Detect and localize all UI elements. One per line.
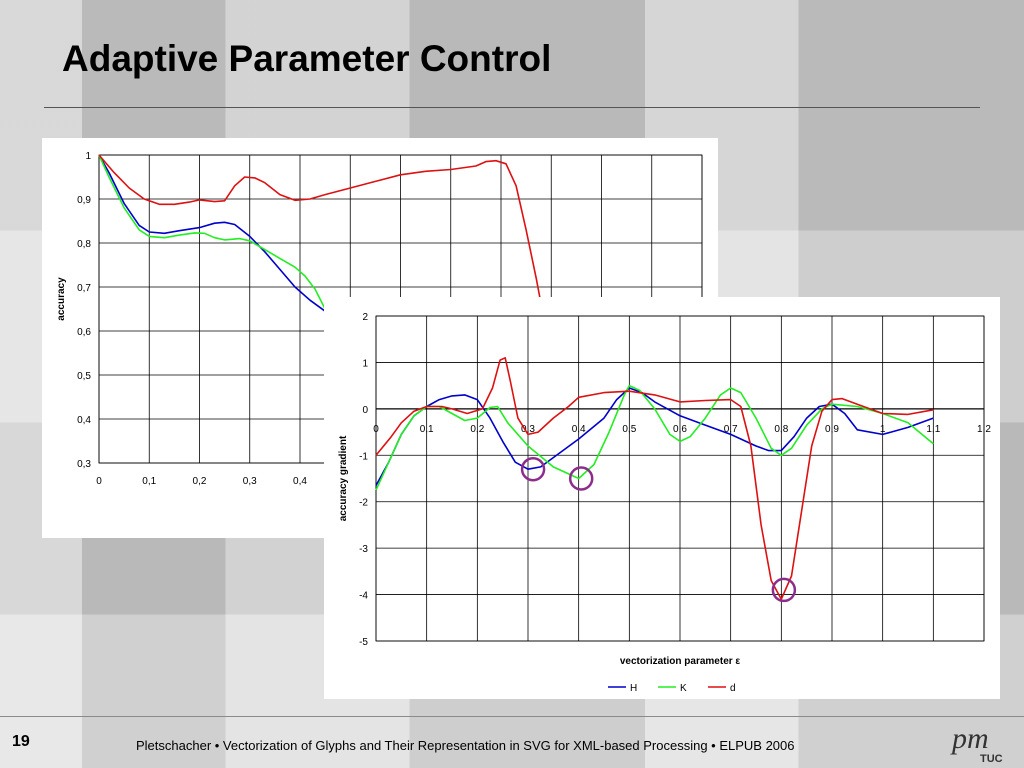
x-tick-label: 0,6 bbox=[673, 424, 687, 435]
y-tick-label: 0 bbox=[362, 405, 368, 416]
x-tick-label: 0,3 bbox=[521, 424, 535, 435]
x-axis-label: vectorization parameter ε bbox=[620, 656, 741, 667]
y-tick-label: -5 bbox=[359, 637, 368, 648]
x-tick-label: 0,4 bbox=[572, 424, 586, 435]
y-tick-label: 0,6 bbox=[77, 327, 91, 338]
y-tick-label: 0,9 bbox=[77, 195, 91, 206]
legend-label-K: K bbox=[680, 683, 687, 694]
y-tick-label: -1 bbox=[359, 451, 368, 462]
series-line-K bbox=[375, 384, 934, 491]
x-tick-label: 0,2 bbox=[193, 476, 207, 487]
highlight-circle-marker bbox=[568, 466, 594, 491]
y-tick-label: 0,4 bbox=[77, 415, 91, 426]
footer-divider bbox=[0, 716, 1024, 717]
series-line-H bbox=[98, 154, 326, 312]
y-axis-label: accuracy gradient bbox=[338, 435, 349, 521]
x-tick-label: 0,3 bbox=[243, 476, 257, 487]
x-tick-label: 0,1 bbox=[142, 476, 156, 487]
x-tick-label: 0,7 bbox=[724, 424, 738, 435]
x-tick-label: 0,9 bbox=[825, 424, 839, 435]
x-tick-label: 0 bbox=[96, 476, 102, 487]
x-tick-label: 0,2 bbox=[470, 424, 484, 435]
y-tick-label: 0,5 bbox=[77, 371, 91, 382]
pm-tuc-logo: pm TUC bbox=[950, 722, 1003, 764]
x-tick-label: 0,8 bbox=[774, 424, 788, 435]
y-tick-label: 0,3 bbox=[77, 459, 91, 470]
logo-text: pm bbox=[950, 722, 989, 755]
plot-area-border bbox=[375, 315, 985, 642]
y-tick-label: 2 bbox=[362, 312, 368, 323]
x-tick-label: 1,1 bbox=[926, 424, 940, 435]
x-tick-label: 1 bbox=[880, 424, 886, 435]
y-axis-label: accuracy bbox=[56, 277, 67, 321]
y-tick-label: -3 bbox=[359, 544, 368, 555]
series-line-K bbox=[98, 154, 326, 310]
highlight-circle-marker bbox=[771, 577, 797, 603]
series-line-d bbox=[375, 356, 934, 601]
y-tick-label: 0,8 bbox=[77, 239, 91, 250]
title-divider bbox=[44, 107, 980, 108]
x-tick-label: 0,1 bbox=[420, 424, 434, 435]
y-tick-label: 1 bbox=[362, 358, 368, 369]
gradient-chart-panel: -5 -4 -3 -2 -1 0 1 2 0 0,1 0,2 0,3 0,4 0,5 0,6 0,7 0,8 0,… bbox=[324, 297, 1000, 699]
legend-label-d: d bbox=[730, 683, 736, 694]
highlight-circle-marker bbox=[520, 456, 546, 482]
page-number: 19 bbox=[12, 733, 30, 750]
x-tick-label: 1,2 bbox=[977, 424, 991, 435]
y-tick-label: 1 bbox=[85, 151, 91, 162]
legend-label-H: H bbox=[630, 683, 637, 694]
y-tick-label: -4 bbox=[359, 591, 368, 602]
y-tick-label: -2 bbox=[359, 498, 368, 509]
logo-subtext: TUC bbox=[980, 753, 1003, 764]
y-tick-label: 0,7 bbox=[77, 283, 91, 294]
x-tick-label: 0,4 bbox=[293, 476, 307, 487]
gradient-chart: -5 -4 -3 -2 -1 0 1 2 0 0,1 0,2 0,3 0,4 0,5 0,6 0,7 0,8 0,… bbox=[338, 312, 991, 694]
x-tick-label: 0,5 bbox=[622, 424, 636, 435]
slide-title: Adaptive Parameter Control bbox=[62, 38, 552, 79]
series-line-d bbox=[98, 154, 542, 305]
x-tick-label: 0 bbox=[373, 424, 379, 435]
footer-text: Pletschacher • Vectorization of Glyphs a… bbox=[136, 738, 795, 753]
series-line-H bbox=[375, 387, 934, 486]
